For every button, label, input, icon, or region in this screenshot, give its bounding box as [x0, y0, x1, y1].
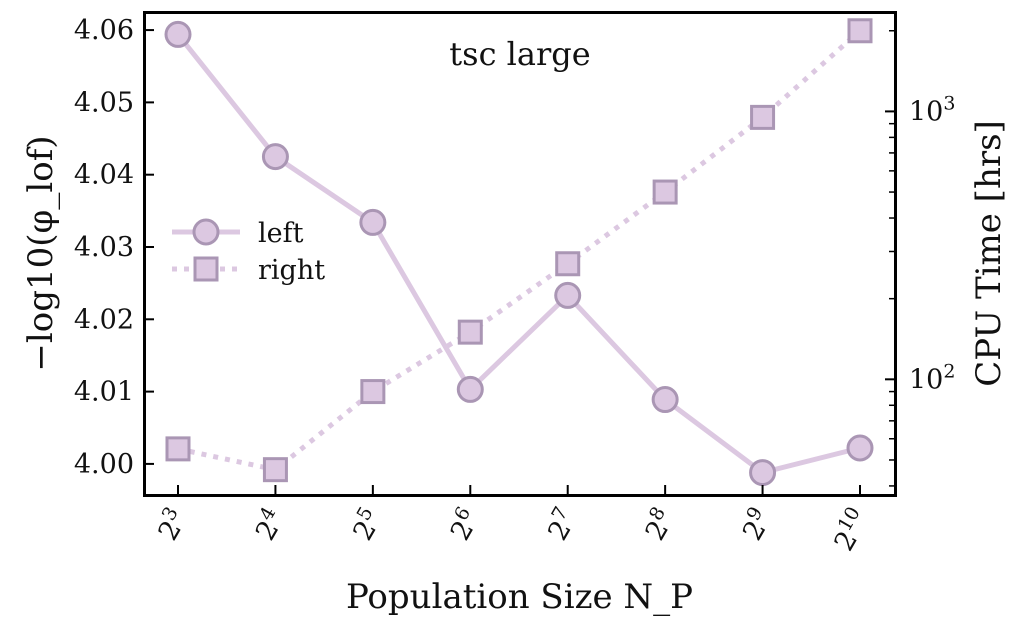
y-left-axis-title: −log10(φ_lof): [21, 135, 61, 371]
legend-left-label: left: [258, 218, 304, 249]
legend: left right: [172, 218, 325, 286]
x-tick-label: 210: [825, 503, 876, 556]
x-tick-label: 24: [247, 503, 292, 546]
plot-frame: [143, 11, 897, 497]
series-right-line: [177, 28, 862, 473]
legend-right-label: right: [258, 255, 325, 286]
series-right-marker: [457, 319, 483, 345]
series-right-marker: [555, 251, 581, 277]
series-left-marker: [846, 434, 874, 462]
series-right-marker: [165, 436, 191, 462]
y-left-tick-label: 4.02: [74, 304, 134, 335]
series-left-marker: [261, 143, 289, 171]
chart-title: tsc large: [449, 35, 590, 73]
y-left-tick-label: 4.05: [74, 87, 134, 118]
series-left-marker: [749, 459, 777, 487]
series-right-marker: [262, 457, 288, 483]
legend-left-marker: [192, 218, 220, 246]
plot-layer: [164, 18, 874, 487]
x-axis-title: Population Size N_P: [346, 577, 693, 617]
series-right-marker: [750, 104, 776, 130]
series-left-marker: [359, 208, 387, 236]
series-left-line: [176, 32, 861, 476]
y-left-tick-label: 4.01: [74, 377, 134, 408]
y-right-tick-label: 102: [909, 360, 955, 395]
y-right-tick-label: 103: [909, 92, 955, 127]
y-left-tick-label: 4.00: [74, 449, 134, 480]
legend-right-marker: [193, 256, 219, 282]
axes-layer: 23 24 25 26 27 28 29 210 4.00 4.01 4.02 4.03 4.04 4.0…: [21, 15, 1009, 617]
series-left-marker: [164, 20, 192, 48]
y-left-tick-label: 4.06: [74, 15, 134, 46]
x-tick-label: 27: [539, 503, 584, 546]
x-tick-label: 25: [344, 503, 389, 546]
series-left-marker: [554, 281, 582, 309]
y-left-tick-label: 4.03: [74, 232, 134, 263]
series-left-marker: [651, 386, 679, 414]
y-left-tick-label: 4.04: [74, 160, 134, 191]
series-left-marker: [456, 375, 484, 403]
series-right-marker: [847, 18, 873, 44]
x-tick-label: 26: [441, 503, 486, 546]
x-tick-label: 29: [734, 503, 779, 546]
series-right-marker: [652, 179, 678, 205]
y-right-axis-title: CPU Time [hrs]: [969, 120, 1009, 387]
series-right-marker: [360, 379, 386, 405]
x-tick-label: 28: [636, 503, 681, 546]
x-tick-label: 23: [149, 503, 194, 546]
